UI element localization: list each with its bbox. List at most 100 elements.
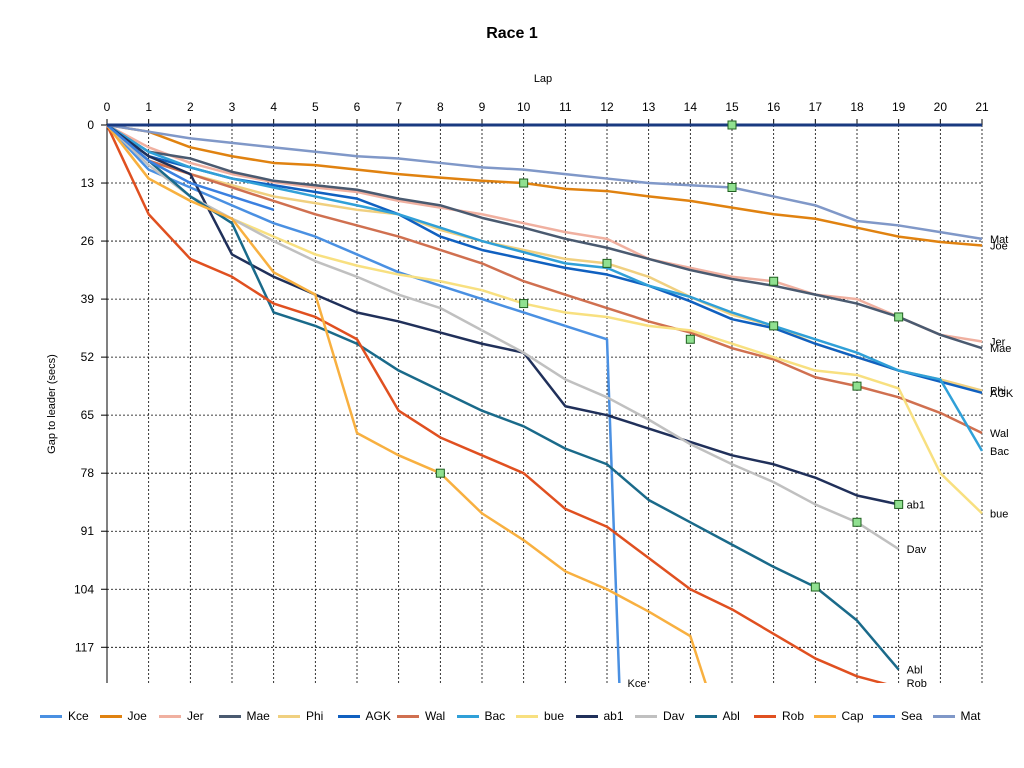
x-tick-label: 14 bbox=[684, 100, 698, 114]
series-line-abl bbox=[106, 124, 900, 671]
end-label-jer: Jer bbox=[990, 337, 1006, 349]
legend-item-mae: Mae bbox=[218, 709, 270, 723]
x-tick-label: 4 bbox=[270, 100, 277, 114]
y-tick-label: 52 bbox=[81, 350, 95, 364]
end-label-bue: bue bbox=[990, 508, 1008, 520]
y-tick-label: 26 bbox=[81, 234, 95, 248]
x-tick-label: 15 bbox=[725, 100, 739, 114]
pit-marker bbox=[769, 276, 779, 286]
y-tick-label: 39 bbox=[81, 292, 95, 306]
y-tick-label: 91 bbox=[81, 524, 95, 538]
legend-label: Abl bbox=[722, 709, 740, 723]
series-line-rob bbox=[105, 124, 887, 683]
legend-swatch bbox=[754, 715, 776, 719]
series-line-jer bbox=[106, 123, 983, 343]
legend-swatch bbox=[516, 715, 538, 719]
series-line-wal bbox=[106, 124, 983, 435]
legend-swatch bbox=[159, 715, 181, 719]
legend-label: Jer bbox=[187, 709, 204, 723]
series-line-bue bbox=[106, 124, 983, 515]
legend-swatch bbox=[337, 715, 360, 719]
pit-marker bbox=[894, 499, 904, 509]
legend-item-joe: Joe bbox=[99, 709, 147, 723]
legend-label: bue bbox=[544, 709, 565, 723]
x-tick-label: 9 bbox=[479, 100, 486, 114]
legend-item-rob: Rob bbox=[754, 709, 804, 723]
legend-swatch bbox=[397, 715, 419, 719]
series-line-bac bbox=[106, 123, 984, 452]
end-label-bac: Bac bbox=[990, 446, 1009, 458]
legend-label: AGK bbox=[365, 709, 391, 723]
pit-marker bbox=[519, 299, 529, 309]
x-axis-label: Lap bbox=[534, 73, 552, 85]
legend-item-ab1: ab1 bbox=[575, 709, 624, 723]
pit-marker bbox=[727, 120, 737, 130]
end-label-rob: Rob bbox=[907, 678, 927, 690]
legend-label: Phi bbox=[306, 709, 324, 723]
x-tick-label: 17 bbox=[809, 100, 823, 114]
end-label-mat: Mat bbox=[990, 234, 1008, 246]
x-tick-label: 16 bbox=[767, 100, 781, 114]
pit-marker bbox=[769, 321, 779, 331]
end-label-joe: Joe bbox=[990, 241, 1008, 253]
pit-marker bbox=[435, 468, 445, 478]
x-tick-label: 18 bbox=[850, 100, 864, 114]
chart-title: Race 1 bbox=[486, 25, 538, 42]
legend-item-agk: AGK bbox=[337, 709, 391, 723]
x-tick-label: 0 bbox=[104, 100, 111, 114]
x-tick-label: 8 bbox=[437, 100, 444, 114]
legend-label: Cap bbox=[841, 709, 864, 723]
legend-swatch bbox=[99, 715, 122, 719]
legend-label: Bac bbox=[484, 709, 506, 723]
legend-swatch bbox=[218, 715, 241, 719]
y-tick-label: 78 bbox=[81, 466, 95, 480]
x-tick-label: 3 bbox=[229, 100, 236, 114]
pit-marker bbox=[894, 312, 904, 322]
legend-swatch bbox=[278, 715, 300, 719]
pit-marker bbox=[852, 517, 862, 527]
legend-swatch bbox=[873, 715, 895, 719]
axes: 0 1 2 3 4 5 6 7 8 9 10 11 12 13 14 15 16 17 18 19 20 21013263… bbox=[74, 100, 989, 683]
series-line-kce bbox=[106, 124, 621, 683]
series-line-mat bbox=[106, 123, 983, 241]
series-line-dav bbox=[106, 124, 900, 551]
legend-item-bac: Bac bbox=[456, 709, 506, 723]
y-tick-label: 65 bbox=[81, 408, 95, 422]
legend-label: Joe bbox=[127, 709, 147, 723]
y-tick-label: 104 bbox=[74, 582, 94, 596]
pit-marker bbox=[852, 381, 862, 391]
x-tick-label: 7 bbox=[395, 100, 402, 114]
legend-swatch bbox=[813, 715, 836, 719]
legend-label: ab1 bbox=[603, 709, 624, 723]
legend-swatch bbox=[635, 715, 657, 719]
legend-item-abl: Abl bbox=[694, 709, 740, 723]
legend-swatch bbox=[40, 715, 62, 719]
pit-marker bbox=[519, 178, 529, 188]
series-line-cap bbox=[106, 124, 707, 683]
pit-marker bbox=[727, 182, 737, 192]
legend-label: Sea bbox=[901, 709, 923, 723]
x-tick-label: 19 bbox=[892, 100, 906, 114]
legend-item-bue: bue bbox=[516, 709, 564, 723]
x-tick-label: 12 bbox=[600, 100, 614, 114]
y-tick-label: 0 bbox=[87, 118, 94, 132]
legend-item-sea: Sea bbox=[873, 709, 922, 723]
legend-label: Mae bbox=[246, 709, 270, 723]
y-tick-label: 117 bbox=[75, 640, 94, 654]
legend-item-dav: Dav bbox=[635, 709, 684, 723]
legend-label: Rob bbox=[782, 709, 805, 723]
legend-swatch bbox=[932, 715, 955, 719]
end-label-ab1: ab1 bbox=[907, 499, 925, 511]
legend-item-cap: Cap bbox=[813, 709, 864, 723]
end-label-dav: Dav bbox=[907, 544, 927, 556]
y-tick-label: 13 bbox=[81, 176, 95, 190]
y-axis-label: Gap to leader (secs) bbox=[46, 354, 58, 454]
series-lines bbox=[105, 123, 984, 683]
legend-swatch bbox=[575, 715, 598, 719]
x-tick-label: 20 bbox=[934, 100, 948, 114]
series-line-ab1 bbox=[106, 123, 899, 506]
end-label-abl: Abl bbox=[907, 665, 923, 677]
x-tick-label: 21 bbox=[975, 100, 989, 114]
